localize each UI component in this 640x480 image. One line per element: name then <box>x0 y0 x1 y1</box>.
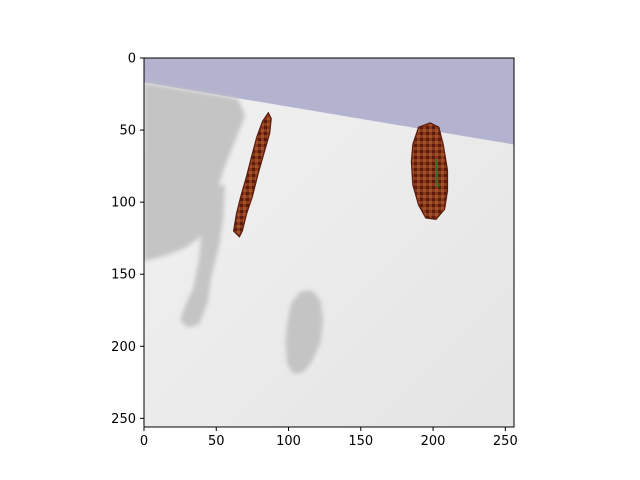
y-tick-label: 0 <box>128 52 136 67</box>
y-tick-label: 250 <box>111 412 136 427</box>
x-tick-label: 100 <box>276 434 301 449</box>
stick-shadow <box>180 184 225 328</box>
y-tick-label: 200 <box>111 340 136 355</box>
y-tick-label: 50 <box>119 124 136 139</box>
object-accent-mark <box>434 159 439 188</box>
objects-layer <box>232 111 449 238</box>
y-axis-ticks: 0 50 100 150 200 250 <box>111 52 144 427</box>
x-axis-ticks: 0 50 100 150 200 250 <box>140 427 518 449</box>
sky-region <box>144 58 514 145</box>
round-disc-object <box>410 122 449 221</box>
y-tick-label: 100 <box>111 196 136 211</box>
x-tick-label: 0 <box>140 434 148 449</box>
image-axes <box>144 58 514 427</box>
tilted-disc-object <box>232 111 272 238</box>
left-wall-shadow <box>144 82 246 262</box>
disc-shadow <box>285 290 324 374</box>
axes-frame <box>143 57 515 428</box>
y-tick-label: 150 <box>111 268 136 283</box>
x-tick-label: 250 <box>493 434 518 449</box>
shadows-layer <box>144 82 324 374</box>
x-tick-label: 200 <box>421 434 446 449</box>
x-tick-label: 150 <box>348 434 373 449</box>
x-tick-label: 50 <box>208 434 225 449</box>
